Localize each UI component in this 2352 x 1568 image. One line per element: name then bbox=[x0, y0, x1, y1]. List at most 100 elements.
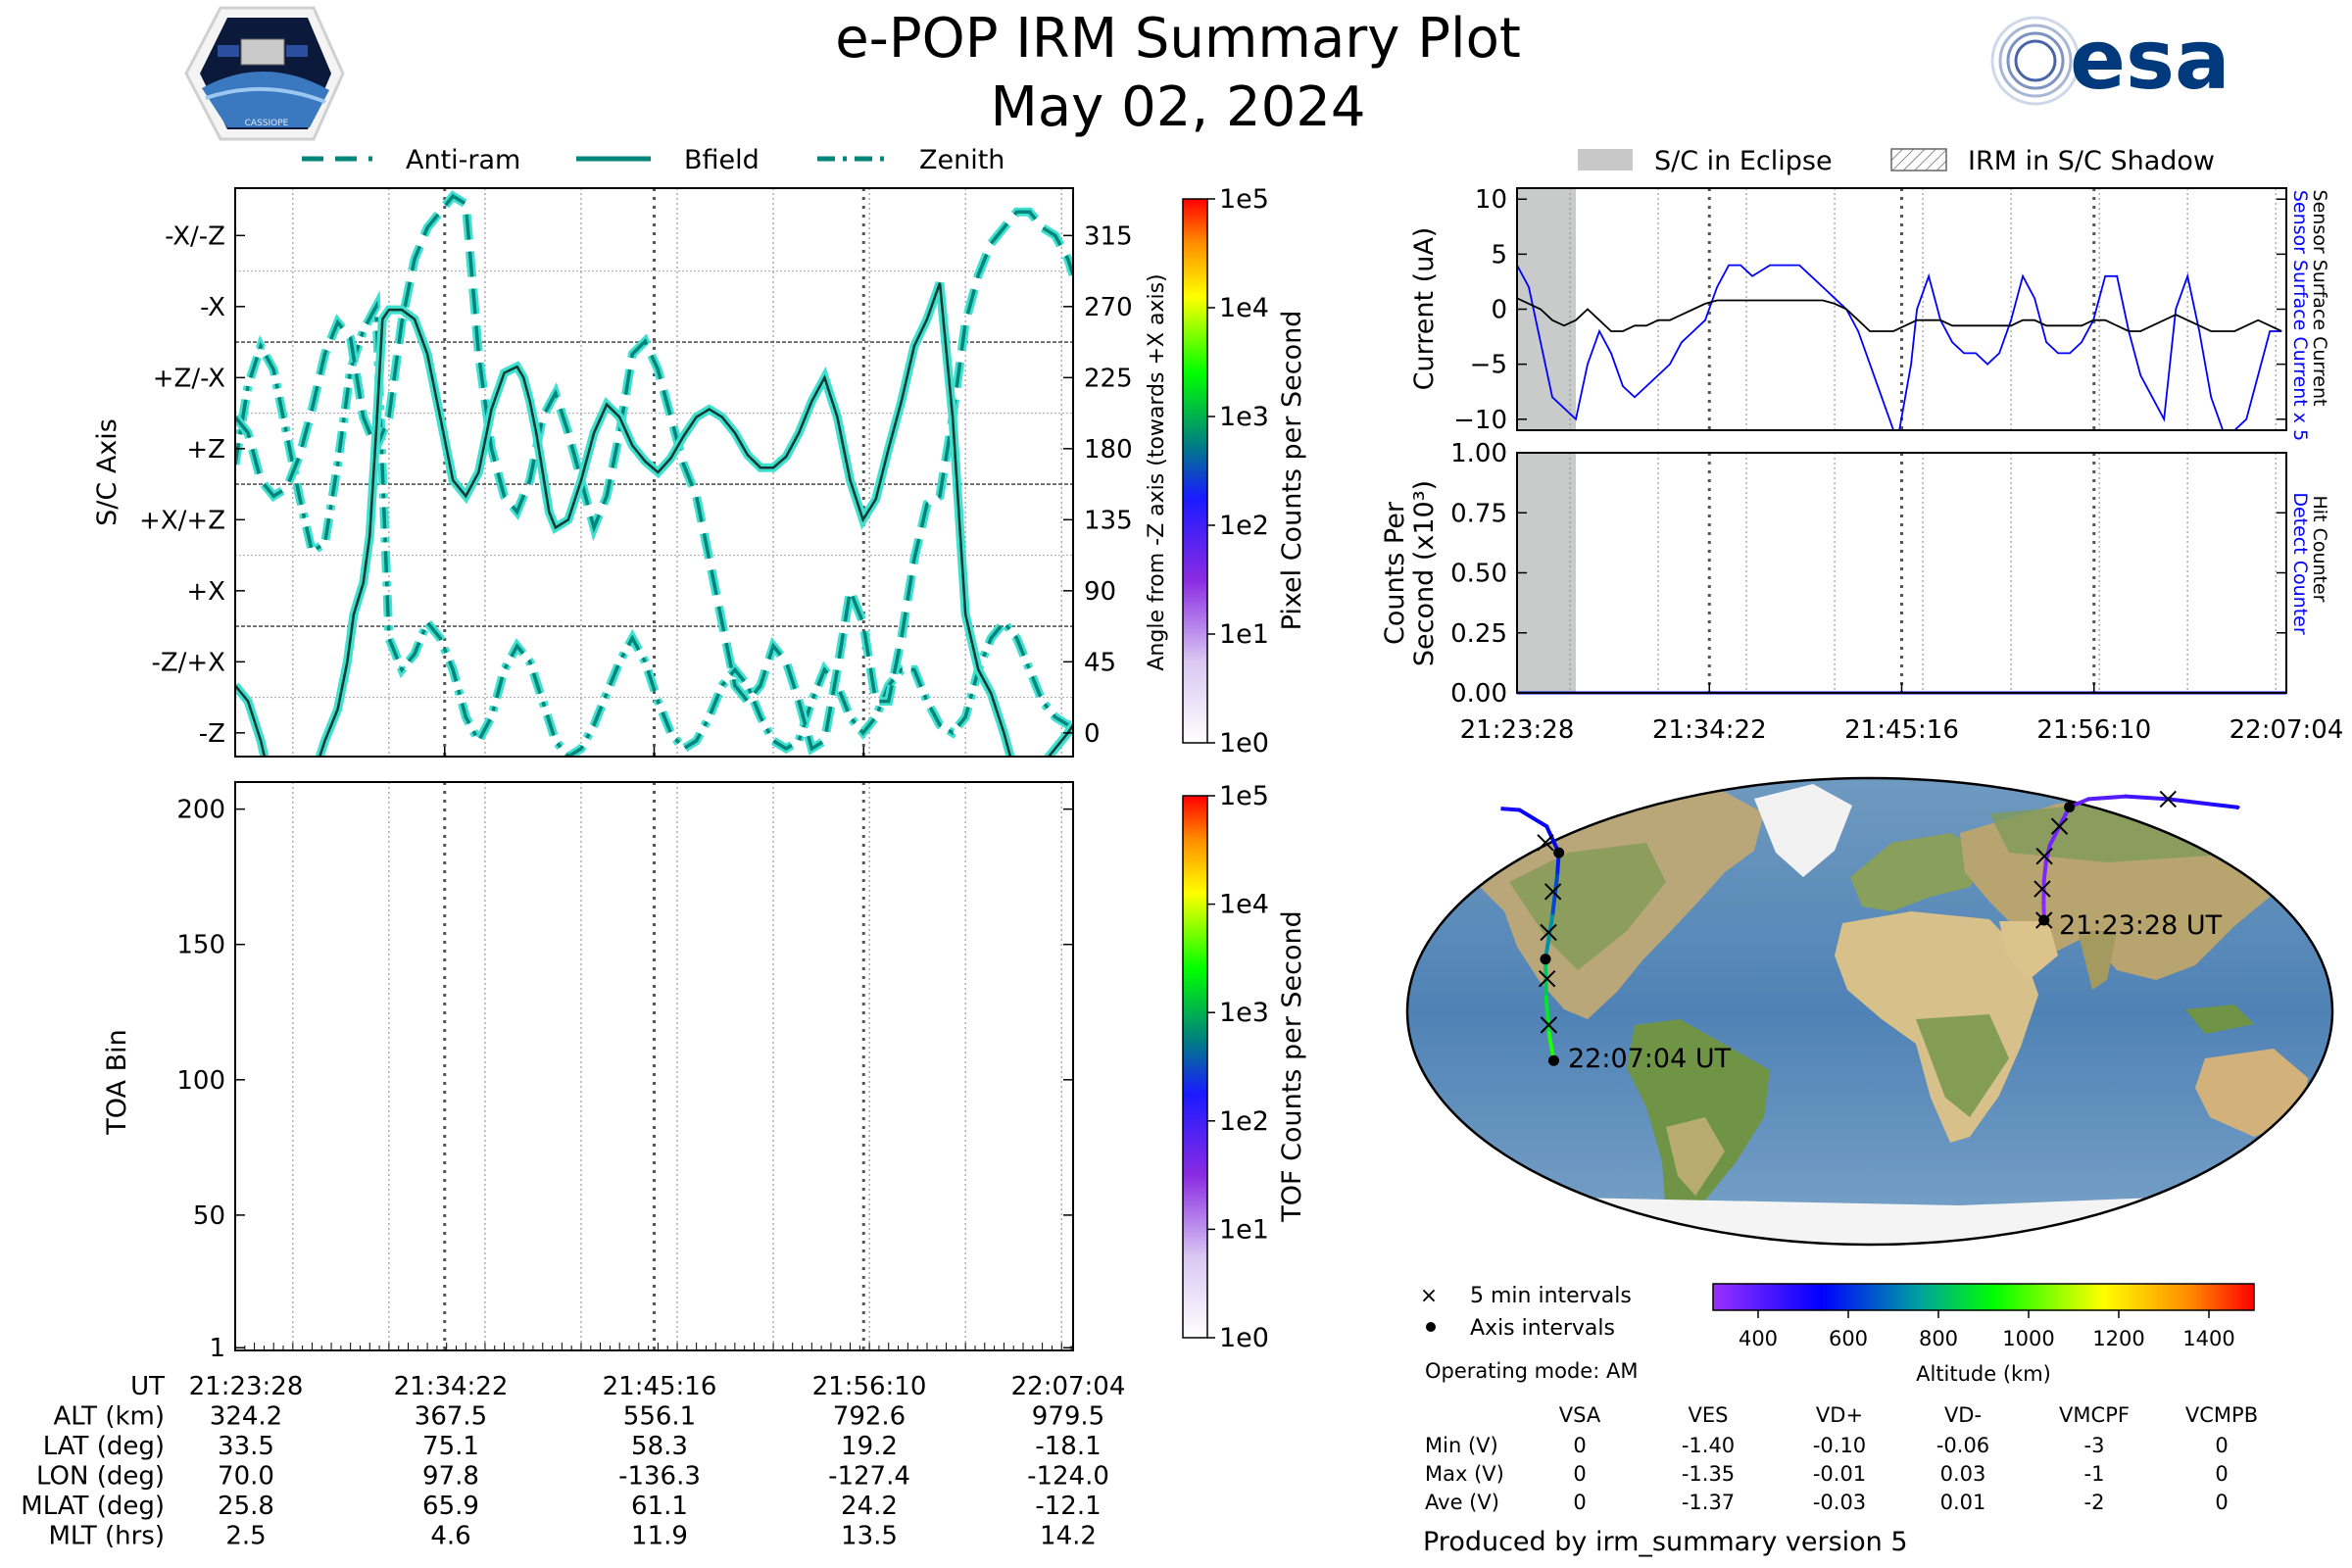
australia bbox=[2195, 1049, 2308, 1137]
current-tick-label: 10 bbox=[1475, 185, 1507, 215]
track-segment bbox=[2086, 794, 2129, 802]
time-tick-label: 21:56:10 bbox=[2036, 715, 2151, 745]
legend-5min: 5 min intervals bbox=[1470, 1284, 1632, 1308]
ephemeris-cell: 97.8 bbox=[422, 1462, 479, 1492]
track-segment bbox=[2124, 794, 2171, 802]
altitude-tick-label: 1400 bbox=[2182, 1327, 2234, 1350]
legend-antiram: Anti-ram bbox=[406, 145, 520, 175]
legend-axis-intervals: Axis intervals bbox=[1470, 1316, 1615, 1341]
toa-tick-label: 50 bbox=[193, 1201, 225, 1231]
zenith-curve-outline bbox=[235, 300, 1073, 757]
ephemeris-cell: 33.5 bbox=[218, 1432, 274, 1461]
counts-right-label-1: Detect Counter bbox=[2289, 492, 2311, 635]
world-map: 21:23:28 UT 22:07:04 UT bbox=[1405, 776, 2334, 1247]
counts-panel: 0.00 0.25 0.50 0.75 1.00 21:23:28 21:34:22 21:4… bbox=[1380, 439, 2343, 745]
ephemeris-row-label: LAT (deg) bbox=[43, 1432, 165, 1461]
voltage-cell: -0.06 bbox=[1936, 1434, 1989, 1457]
tof-colorbar: 1e0 1e1 1e2 1e3 1e4 1e5 TOF Counts per Second bbox=[1182, 781, 1307, 1353]
sc-axis-ylabel: S/C Axis bbox=[92, 418, 122, 526]
altitude-colorbar-ticks: 400 600 800 1000 1200 1400 bbox=[1739, 1310, 2235, 1350]
ephemeris-cell: 61.1 bbox=[631, 1492, 688, 1521]
voltage-cell: 0 bbox=[1573, 1462, 1586, 1486]
track-segment bbox=[2212, 802, 2240, 809]
ephemeris-table: UT 21:23:28 21:34:22 21:45:16 21:56:10 22:07:… bbox=[21, 1372, 1125, 1551]
colorbar-tick-label: 1e1 bbox=[1219, 1214, 1269, 1245]
angle-tick-label: 270 bbox=[1084, 293, 1133, 322]
colorbar-tick-label: 1e5 bbox=[1219, 781, 1269, 811]
track-segment bbox=[1500, 807, 1520, 812]
map-end-label: 22:07:04 UT bbox=[1568, 1044, 1732, 1074]
voltage-cell: -0.10 bbox=[1813, 1434, 1866, 1457]
voltage-header: VMCPF bbox=[2059, 1403, 2130, 1427]
track-segment bbox=[1550, 873, 1560, 918]
voltage-header: VSA bbox=[1559, 1403, 1601, 1427]
axis-interval-marker bbox=[1547, 1054, 1559, 1066]
voltage-cell: 0 bbox=[1573, 1434, 1586, 1457]
voltage-header: VD+ bbox=[1816, 1403, 1863, 1427]
colorbar-tick-label: 1e2 bbox=[1219, 511, 1269, 541]
five-min-marker bbox=[1540, 1016, 1558, 1034]
sc-axis-tick-label: +Z bbox=[186, 435, 225, 465]
altitude-tick-label: 1000 bbox=[2002, 1327, 2054, 1350]
sc-axis-tick-label: +X/+Z bbox=[139, 506, 225, 535]
ephemeris-cell: -124.0 bbox=[1027, 1462, 1109, 1492]
voltage-cell: 0.01 bbox=[1940, 1491, 1986, 1514]
voltage-cell: 0.03 bbox=[1940, 1462, 1986, 1486]
counts-tick-label: 1.00 bbox=[1450, 439, 1507, 468]
sc-axis-labels: -Z 0 -Z/+X 45 +X 90 +X/+Z 135 +Z 180 +Z/-X 225 -X 270… bbox=[139, 221, 1133, 757]
ephemeris-cell: 367.5 bbox=[415, 1402, 487, 1432]
sc-axis-tick-label: -X bbox=[200, 293, 225, 322]
voltage-cell: 0 bbox=[2215, 1491, 2228, 1514]
ephemeris-row-label: MLAT (deg) bbox=[21, 1492, 165, 1521]
operating-mode: Operating mode: AM bbox=[1425, 1359, 1638, 1383]
ephemeris-cell: 2.5 bbox=[225, 1522, 266, 1551]
ephemeris-cell: -12.1 bbox=[1035, 1492, 1101, 1521]
colorbar-tick-label: 1e4 bbox=[1219, 293, 1269, 323]
sc-axis-tick-label: +Z/-X bbox=[153, 364, 225, 393]
ephemeris-cell: 21:23:28 bbox=[189, 1372, 304, 1401]
current-right-label-2: Sensor Surface Current bbox=[2309, 190, 2330, 407]
angle-tick-label: 135 bbox=[1084, 506, 1133, 535]
current-tick-label: 5 bbox=[1491, 240, 1507, 270]
current-panel: 10 5 0 −5 −10 Current (uA) Sensor Surface Cu… bbox=[1409, 185, 2330, 441]
altitude-tick-label: 400 bbox=[1739, 1327, 1778, 1350]
eclipse-legend: S/C in Eclipse IRM in S/C Shadow bbox=[1578, 146, 2215, 176]
angle-tick-label: 45 bbox=[1084, 648, 1116, 677]
page-title: e-POP IRM Summary Plot bbox=[835, 7, 1521, 71]
track-segment bbox=[2041, 859, 2048, 883]
ephemeris-cell: 70.0 bbox=[218, 1462, 274, 1492]
ephemeris-cell: 14.2 bbox=[1040, 1522, 1097, 1551]
pixel-colorbar: 1e0 1e1 1e2 1e3 1e4 1e5 Pixel Counts per Seco… bbox=[1182, 184, 1307, 759]
voltage-cell: -0.01 bbox=[1813, 1462, 1866, 1486]
colorbar-tick-label: 1e2 bbox=[1219, 1106, 1269, 1137]
counts-grid bbox=[1516, 453, 2277, 693]
altitude-tick-label: 600 bbox=[1829, 1327, 1868, 1350]
altitude-colorbar: 400 600 800 1000 1200 1400 Altitude (km) bbox=[1712, 1283, 2255, 1386]
ephemeris-cell: 324.2 bbox=[210, 1402, 282, 1432]
current-labels: 10 5 0 −5 −10 bbox=[1453, 185, 2286, 435]
colorbar-tick-label: 1e0 bbox=[1219, 1323, 1269, 1353]
voltage-cell: 0 bbox=[1573, 1491, 1586, 1514]
five-min-marker bbox=[2159, 790, 2178, 808]
colorbar-tick-label: 1e5 bbox=[1219, 184, 1269, 215]
voltage-row-label: Max (V) bbox=[1425, 1462, 1504, 1486]
ephemeris-row-label: LON (deg) bbox=[36, 1462, 165, 1492]
counts-tick-label: 0.50 bbox=[1450, 560, 1507, 589]
ephemeris-cell: 22:07:04 bbox=[1011, 1372, 1126, 1401]
voltage-cell: -1 bbox=[2084, 1462, 2105, 1486]
ephemeris-cell: 75.1 bbox=[422, 1432, 479, 1461]
map-legend: × 5 min intervals Axis intervals Operati… bbox=[1420, 1284, 1639, 1383]
colorbar-tick-label: 1e0 bbox=[1219, 728, 1269, 759]
current-tick-label: 0 bbox=[1491, 296, 1507, 325]
angle-tick-label: 225 bbox=[1084, 364, 1133, 393]
five-min-marker bbox=[1537, 834, 1554, 852]
voltage-cell: -1.35 bbox=[1682, 1462, 1735, 1486]
map-start-label: 21:23:28 UT bbox=[2059, 910, 2223, 941]
voltage-cell: -2 bbox=[2084, 1491, 2105, 1514]
track-segment bbox=[1544, 996, 1551, 1036]
altitude-tick-label: 800 bbox=[1919, 1327, 1958, 1350]
track-segment bbox=[2047, 824, 2062, 848]
